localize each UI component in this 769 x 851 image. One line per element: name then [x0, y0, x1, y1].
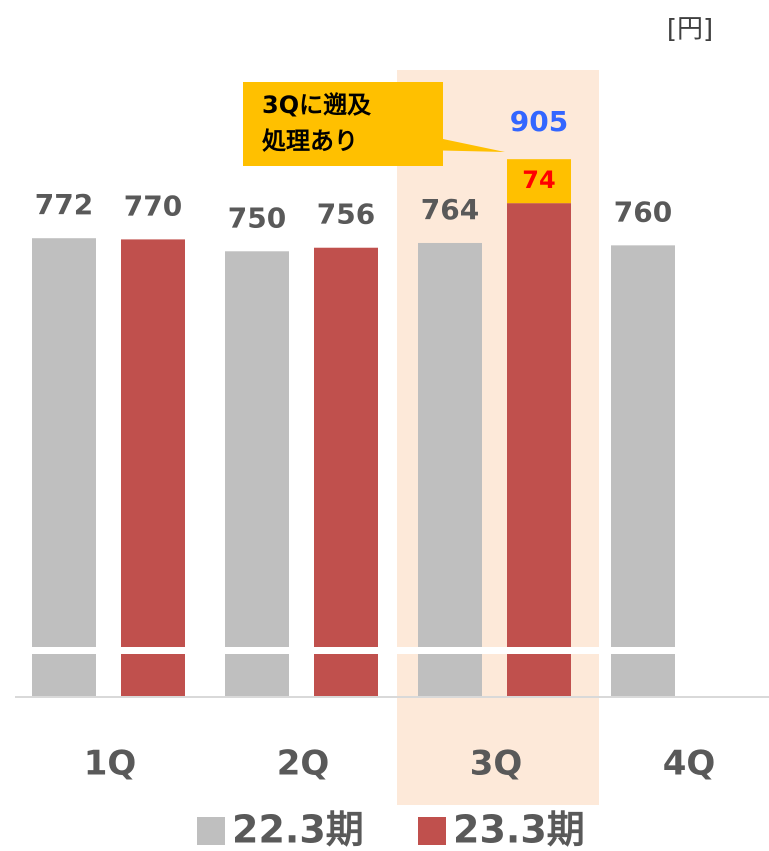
legend-swatch	[418, 817, 446, 845]
value-label: 772	[35, 188, 93, 221]
value-label: 770	[124, 189, 182, 222]
segment-label: 74	[522, 166, 555, 194]
x-tick-label: 3Q	[470, 744, 523, 784]
total-label: 905	[510, 105, 568, 138]
bar	[418, 242, 482, 698]
bar	[32, 238, 96, 697]
legend-label: 23.3期	[453, 808, 585, 851]
x-tick-label: 1Q	[84, 744, 137, 784]
bar	[507, 203, 571, 698]
callout-text: 3Qに遡及	[262, 91, 371, 119]
stacked-segment	[507, 159, 571, 204]
value-label: 750	[228, 201, 286, 234]
legend-swatch	[197, 817, 225, 845]
callout-text: 処理あり	[262, 127, 358, 155]
callout-box	[243, 82, 443, 166]
legend-label: 22.3期	[232, 808, 364, 851]
bar	[314, 247, 378, 697]
x-tick-label: 4Q	[663, 744, 716, 784]
axis-break	[15, 647, 769, 654]
value-label: 756	[317, 198, 375, 231]
x-tick-label: 2Q	[277, 744, 330, 784]
unit-label: [円]	[667, 15, 713, 45]
value-label: 760	[614, 195, 672, 228]
bar	[225, 251, 289, 698]
bar	[121, 239, 185, 697]
value-label: 764	[421, 193, 479, 226]
bar	[611, 245, 675, 698]
